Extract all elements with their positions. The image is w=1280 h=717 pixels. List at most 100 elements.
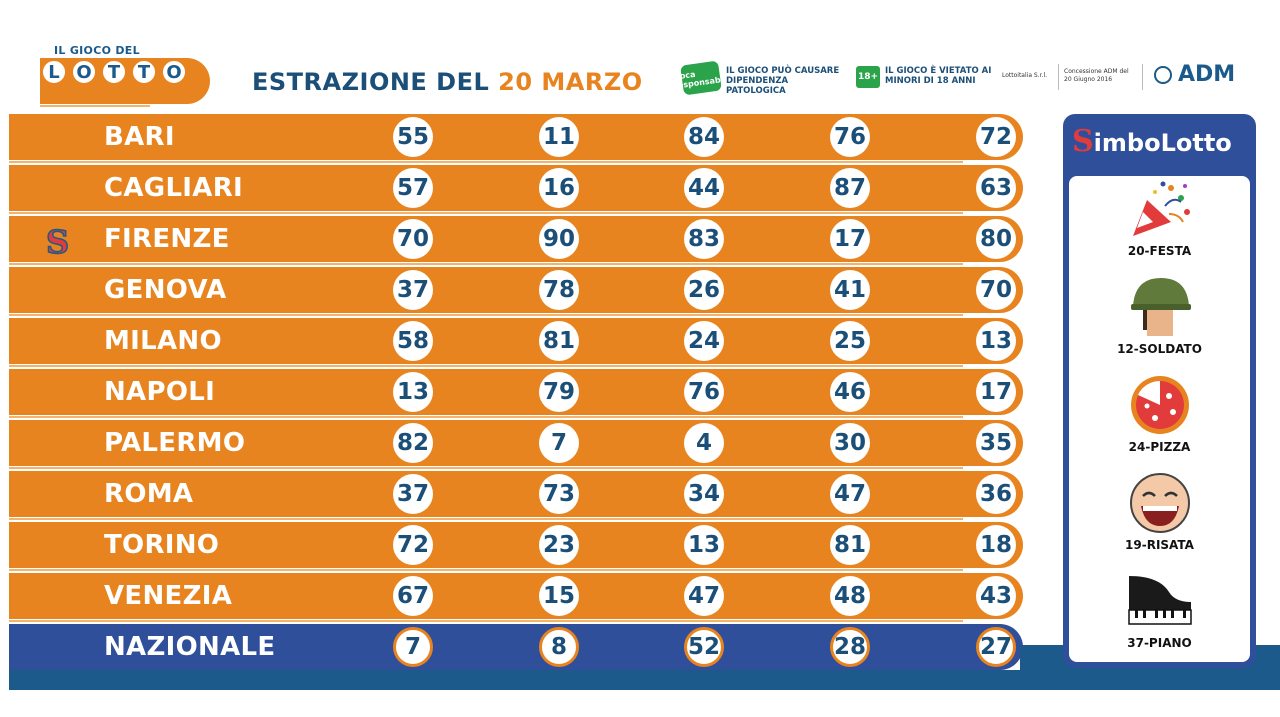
drawn-number: 27 [976,627,1016,667]
wheel-name: TORINO [104,530,220,560]
concession-text: Concessione ADM del 20 Giugno 2016 [1064,68,1129,83]
logo-letter: O [160,58,188,86]
drawn-number: 80 [976,219,1016,259]
drawn-number: 47 [830,474,870,514]
laughing-face-icon [1125,472,1195,534]
drawn-number: 30 [830,423,870,463]
table-row: ROMA 37 73 34 47 36 [9,471,1023,520]
logo-letter: T [130,58,158,86]
logo-subtitle: IL GIOCO DEL [54,44,140,57]
drawn-number: 48 [830,576,870,616]
adm-emblem-icon [1154,66,1172,84]
table-row: TORINO 72 23 13 81 18 [9,522,1023,571]
drawn-number: 15 [539,576,579,616]
adm-logo: ADM [1178,62,1236,87]
drawn-number: 81 [830,525,870,565]
drawn-number: 7 [539,423,579,463]
wheel-name: FIRENZE [104,224,230,254]
logo-letter: O [70,58,98,86]
drawn-number: 25 [830,321,870,361]
age-18-badge: 18+ [856,66,880,88]
wheel-name: VENEZIA [104,581,233,611]
divider [1142,64,1143,90]
drawn-number: 46 [830,372,870,412]
drawn-number: 81 [539,321,579,361]
wheel-name: NAZIONALE [104,632,276,662]
table-row-nazionale: NAZIONALE 7 8 52 28 27 [9,624,1023,673]
logo-letter: L [40,58,68,86]
table-row: MILANO 58 81 24 25 13 [9,318,1023,367]
drawn-number: 57 [393,168,433,208]
drawn-number: 17 [830,219,870,259]
pizza-icon [1125,374,1195,436]
symbol-label: 20-FESTA [1127,244,1192,258]
responsible-gaming-icon: Gioca Responsabile [670,60,732,96]
drawn-number: 70 [393,219,433,259]
drawn-number: 4 [684,423,724,463]
drawn-number: 8 [539,627,579,667]
simbolotto-title: SimboLotto [1072,124,1232,159]
drawn-number: 58 [393,321,433,361]
drawn-number: 23 [539,525,579,565]
symbol-label: 24-PIZZA [1128,440,1191,454]
drawn-number: 18 [976,525,1016,565]
symbol-label: 37-PIANO [1127,636,1192,650]
drawn-number: 16 [539,168,579,208]
table-row: BARI 55 11 84 76 72 [9,114,1023,163]
drawn-number: 13 [976,321,1016,361]
drawn-number: 28 [830,627,870,667]
drawn-number: 70 [976,270,1016,310]
drawn-number: 44 [684,168,724,208]
drawn-number: 73 [539,474,579,514]
page-title: ESTRAZIONE DEL 20 MARZO [252,68,643,96]
drawn-number: 34 [684,474,724,514]
symbol-item: 37-PIANO [1069,570,1250,650]
drawn-number: 13 [684,525,724,565]
lotto-logo: IL GIOCO DEL L O T T O [40,40,210,107]
results-table: BARI 55 11 84 76 72 CAGLIARI 57 16 44 87… [9,114,1023,675]
table-row: FIRENZE 70 90 83 17 80 [9,216,1023,265]
symbol-item: 12-SOLDATO [1069,276,1250,356]
drawn-number: 76 [684,372,724,412]
wheel-name: CAGLIARI [104,173,244,203]
drawn-number: 79 [539,372,579,412]
symbol-label: 19-RISATA [1125,538,1194,552]
drawn-number: 47 [684,576,724,616]
simbolotto-s-mark: S [1072,124,1094,159]
divider [1058,64,1059,90]
title-text: ESTRAZIONE DEL [252,68,490,96]
simbolotto-wheel-marker-icon: S [45,223,70,261]
drawn-number: 87 [830,168,870,208]
party-popper-icon [1125,178,1195,240]
table-row: GENOVA 37 78 26 41 70 [9,267,1023,316]
drawn-number: 78 [539,270,579,310]
drawn-number: 82 [393,423,433,463]
drawn-number: 37 [393,474,433,514]
logo-letter: T [100,58,128,86]
simbolotto-title-text: imboLotto [1093,129,1232,157]
wheel-name: ROMA [104,479,194,509]
drawn-number: 35 [976,423,1016,463]
wheel-name: GENOVA [104,275,227,305]
drawn-number: 76 [830,117,870,157]
drawn-number: 24 [684,321,724,361]
drawn-number: 26 [684,270,724,310]
wheel-name: BARI [104,122,175,152]
logo-letters: L O T T O [40,58,210,107]
drawn-number: 7 [393,627,433,667]
symbol-item: 24-PIZZA [1069,374,1250,454]
drawn-number: 84 [684,117,724,157]
drawn-number: 52 [684,627,724,667]
wheel-name: MILANO [104,326,222,356]
drawn-number: 17 [976,372,1016,412]
wheel-name: PALERMO [104,428,246,458]
drawn-number: 67 [393,576,433,616]
drawn-number: 13 [393,372,433,412]
drawn-number: 37 [393,270,433,310]
table-row: CAGLIARI 57 16 44 87 63 [9,165,1023,214]
drawn-number: 72 [976,117,1016,157]
drawn-number: 41 [830,270,870,310]
minors-warning: IL GIOCO È VIETATO AI MINORI DI 18 ANNI [885,66,992,86]
draw-date: 20 MARZO [498,68,643,96]
table-row: PALERMO 82 7 4 30 35 [9,420,1023,469]
